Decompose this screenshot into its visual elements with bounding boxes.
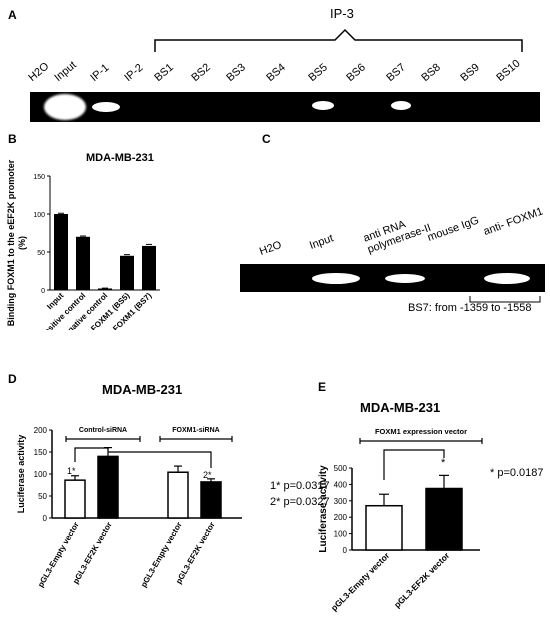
group-label-d-2: FOXM1-siRNA <box>172 427 219 434</box>
panel-c-label: C <box>262 132 271 146</box>
category-label-e-2: pGL3-EF2K vector <box>392 550 452 610</box>
tick-label-e: 300 <box>334 497 348 506</box>
y-axis-label-b: Binding FOXM1 to the eEF2K promoter(%) <box>6 159 27 326</box>
band-c-rnapol <box>385 274 425 283</box>
comparison-line-d-2 <box>108 451 212 468</box>
pvalue-d2: 2* p=0.0327 <box>270 496 330 508</box>
marker-d-2: 2* <box>203 470 212 480</box>
group-bracket-d-2 <box>159 436 233 442</box>
panel-a-label: A <box>8 8 17 22</box>
gel-a <box>30 92 540 122</box>
band-bs7 <box>391 101 411 110</box>
bar-e-1 <box>365 504 403 551</box>
tick-label-e: 200 <box>334 513 348 522</box>
y-axis-label-e: Luciferase activity <box>318 465 329 553</box>
tick-label-b: 100 <box>33 212 45 219</box>
bar-d-2 <box>97 455 119 519</box>
category-label-e-1: pGL3-Empty vector <box>329 550 392 613</box>
tick-label-b: 150 <box>33 174 45 181</box>
bar-d-1 <box>64 479 86 519</box>
band-c-input <box>312 273 360 284</box>
comparison-line-d-1 <box>74 447 109 462</box>
marker-e: * <box>441 457 446 469</box>
bar-b-3 <box>98 288 112 290</box>
chart-b: 0 50 100 150 Binding FOXM1 to the eEF2K prom… <box>6 159 160 330</box>
tick-label-e: 0 <box>343 546 348 555</box>
tick-label-d: 0 <box>43 514 48 523</box>
tick-label-e: 500 <box>334 464 348 473</box>
panel-b-label: B <box>8 132 17 146</box>
bar-b-2 <box>76 236 90 290</box>
bar-d-3 <box>167 471 189 519</box>
group-label-e: FOXM1 expression vector <box>375 427 467 436</box>
panel-d-label: D <box>8 372 17 386</box>
y-axis-label-d: Luciferase activity <box>16 435 26 514</box>
pvalue-d1: 1* p=0.0317 <box>270 480 330 492</box>
band-input <box>44 94 86 120</box>
tick-label-e: 400 <box>334 480 348 489</box>
bar-e-2 <box>425 487 463 551</box>
gel-c <box>240 264 545 292</box>
bar-d-4 <box>200 481 222 519</box>
tick-label-d: 200 <box>34 426 48 435</box>
panel-e-label: E <box>318 380 327 394</box>
band-bs5 <box>312 101 334 110</box>
group-bracket-e <box>359 438 483 444</box>
marker-d-1: 1* <box>67 466 76 476</box>
bar-b-5 <box>142 245 156 290</box>
pvalue-e: * p=0.0187 <box>490 467 544 479</box>
bar-b-1 <box>54 214 68 290</box>
tick-label-e: 100 <box>334 530 348 539</box>
band-ip1 <box>92 102 120 112</box>
band-c-foxm1 <box>484 273 530 284</box>
ip3-label: IP-3 <box>330 6 354 21</box>
group-label-d-1: Control-siRNA <box>79 427 127 434</box>
chart-e-title: MDA-MB-231 <box>360 400 441 415</box>
comparison-line-e <box>383 449 445 480</box>
chart-d-title: MDA-MB-231 <box>102 382 183 397</box>
tick-label-d: 100 <box>34 470 48 479</box>
group-bracket-d-1 <box>65 436 141 442</box>
chart-b-title: MDA-MB-231 <box>86 152 154 164</box>
tick-label-d: 50 <box>38 492 47 501</box>
tick-label-b: 0 <box>41 288 45 295</box>
tick-label-b: 50 <box>37 250 45 257</box>
ip3-bracket <box>154 28 523 52</box>
tick-label-d: 150 <box>34 448 48 457</box>
bar-b-4 <box>120 255 134 290</box>
bs7-annotation: BS7: from -1359 to -1558 <box>408 302 532 314</box>
